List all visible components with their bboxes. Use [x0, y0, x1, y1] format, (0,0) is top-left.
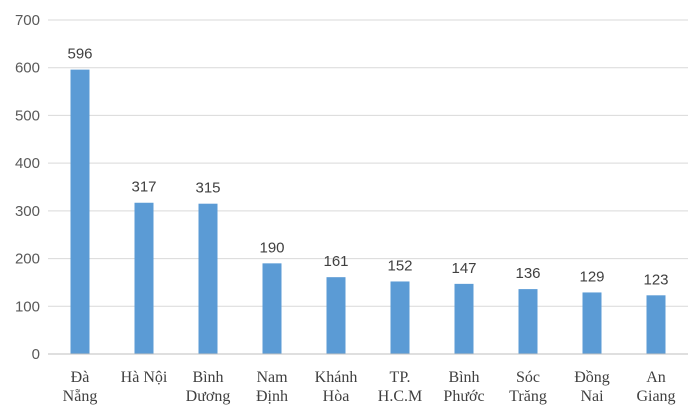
x-category-label: Đồng Nai	[574, 369, 610, 405]
gridlines	[48, 19, 688, 307]
data-label: 190	[259, 239, 284, 256]
data-label: 152	[387, 257, 412, 274]
y-tick-label: 500	[15, 107, 40, 124]
data-label: 596	[67, 46, 92, 63]
y-tick-label: 400	[15, 155, 40, 172]
y-tick-label: 100	[15, 298, 40, 315]
data-label: 123	[643, 271, 668, 288]
x-category-label: Nam Định	[256, 369, 288, 405]
x-category-label: Sóc Trăng	[509, 369, 547, 405]
bar	[454, 283, 474, 354]
bar	[198, 203, 218, 354]
bar	[262, 263, 282, 354]
x-category-label: An Giang	[636, 369, 675, 405]
y-tick-label: 600	[15, 60, 40, 77]
bar	[390, 281, 410, 354]
x-category-label: Đà Nẵng	[63, 369, 98, 405]
x-category-label: TP. H.C.M	[378, 369, 422, 405]
x-category-label: Khánh Hòa	[315, 369, 358, 405]
x-category-label: Hà Nội	[121, 369, 168, 386]
y-tick-label: 0	[32, 346, 40, 363]
data-label: 147	[451, 260, 476, 277]
bar	[646, 295, 666, 354]
y-tick-label: 700	[15, 12, 40, 29]
bar	[326, 277, 346, 354]
y-tick-label: 200	[15, 251, 40, 268]
y-tick-label: 300	[15, 203, 40, 220]
bar	[134, 202, 154, 354]
data-label: 315	[195, 180, 220, 197]
data-labels: 596 317 315 190 161 152 147 136 129 123	[67, 46, 668, 289]
bars	[70, 69, 666, 354]
x-axis-categories: Đà Nẵng Hà Nội Bình Dương Nam Định Khánh Hòa TP. H…	[63, 369, 676, 405]
y-axis-ticks: 0 100 200 300 400 500 600 700	[15, 12, 40, 363]
data-label: 136	[515, 265, 540, 282]
data-label: 129	[579, 268, 604, 285]
x-category-label: Bình Dương	[186, 369, 231, 405]
bar	[518, 289, 538, 354]
data-label: 317	[131, 179, 156, 196]
x-category-label: Bình Phước	[443, 369, 484, 405]
data-label: 161	[323, 253, 348, 270]
bar	[70, 69, 90, 354]
bar	[582, 292, 602, 354]
